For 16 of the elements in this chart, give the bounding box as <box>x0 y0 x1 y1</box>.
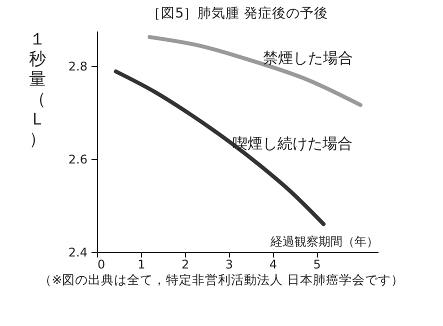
y-axis-title: １秒量（Ｌ） <box>29 30 46 150</box>
x-tick-label: 0 <box>98 258 106 272</box>
y-tick-label: 2.6 <box>68 152 88 166</box>
x-tick-label: 5 <box>313 258 321 272</box>
y-tick-label: 2.8 <box>68 59 88 74</box>
x-tick-label: 2 <box>181 258 190 272</box>
series-label: 禁煙した場合 <box>262 48 353 67</box>
x-tick-label: 3 <box>225 258 234 272</box>
series-label: 喫煙し続けた場合 <box>232 134 353 153</box>
line-series <box>148 35 362 107</box>
y-tick-label: 2.4 <box>68 246 88 260</box>
x-axis-title: 経過観察期間（年） <box>270 234 378 248</box>
text: （※図の出典は全て，特定非営利活動法人 日本肺癌学会です） <box>38 272 406 289</box>
x-tick-label: 1 <box>138 258 146 272</box>
x-tick-label: 4 <box>269 258 277 272</box>
chart-title: ［図5］肺気腫 発症後の予後 <box>147 6 328 22</box>
